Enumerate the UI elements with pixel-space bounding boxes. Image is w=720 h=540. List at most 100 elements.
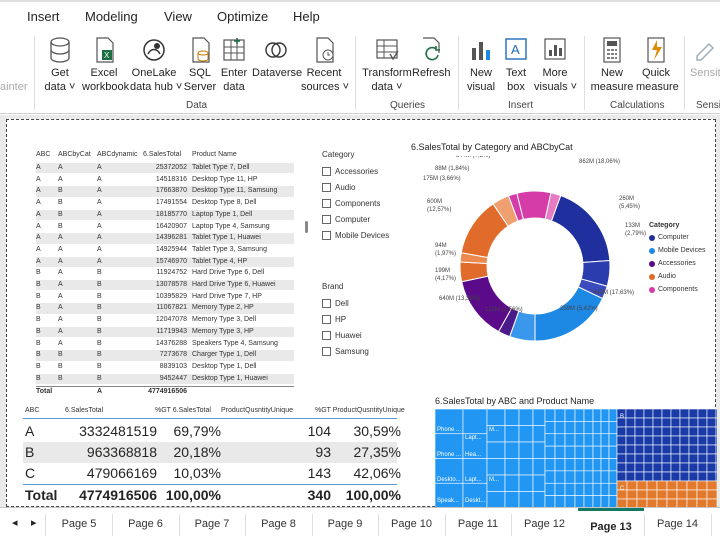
treemap-cell-a[interactable]: [518, 425, 534, 443]
treemap-cell-b[interactable]: [616, 462, 627, 473]
slicer-item[interactable]: Accessories: [322, 163, 389, 179]
tab-page[interactable]: Page 7: [194, 518, 230, 530]
treemap-cell-c[interactable]: [636, 480, 648, 491]
treemap-cell-b[interactable]: [715, 426, 717, 437]
treemap-cell-b[interactable]: [616, 453, 627, 464]
checkbox[interactable]: [322, 182, 331, 192]
treemap-cell-b[interactable]: [643, 435, 654, 446]
treemap-cell-b[interactable]: [706, 471, 717, 482]
table-header[interactable]: ABC: [25, 407, 40, 414]
checkbox[interactable]: [322, 298, 331, 308]
treemap-cell-b[interactable]: [697, 444, 708, 455]
table-row[interactable]: A A A 25372052 Tablet Type 7, Dell: [36, 163, 294, 174]
sql-server-button[interactable]: SQL Server: [182, 36, 218, 94]
table-row[interactable]: B 963368818 20,18% 93 27,35%: [23, 442, 401, 463]
treemap-cell-b[interactable]: [670, 453, 681, 464]
treemap-cell-a[interactable]: [564, 458, 576, 472]
treemap-cell-a[interactable]: [462, 482, 488, 508]
treemap-cell-b[interactable]: [616, 444, 627, 455]
treemap-cell-a[interactable]: [544, 421, 556, 435]
table-row[interactable]: A A A 14396281 Tablet Type 1, Huawei: [36, 233, 294, 244]
table-header[interactable]: %GT ProductQusntityUnique: [315, 407, 405, 414]
table-row[interactable]: A 3332481519 69,79% 104 30,59%: [23, 421, 401, 442]
treemap-cell-b[interactable]: [643, 471, 654, 482]
slicer-item[interactable]: Computer: [322, 211, 389, 227]
treemap-cell-b[interactable]: [634, 471, 645, 482]
new-measure-button[interactable]: New measure: [590, 36, 634, 94]
treemap-cell-c[interactable]: [706, 480, 717, 491]
treemap-cell-a[interactable]: [583, 433, 594, 447]
checkbox[interactable]: [322, 230, 331, 240]
treemap-cell-b[interactable]: [670, 417, 681, 428]
treemap-cell-a[interactable]: [518, 491, 534, 509]
treemap-cell-a[interactable]: [583, 458, 594, 472]
treemap-cell-b[interactable]: [652, 417, 663, 428]
treemap-cell-b[interactable]: [706, 453, 717, 464]
treemap-cell-a[interactable]: [544, 482, 556, 496]
treemap-cell-a[interactable]: [564, 421, 576, 435]
legend-item[interactable]: Accessories: [649, 257, 705, 270]
treemap-cell-b[interactable]: [661, 417, 672, 428]
enter-data-button[interactable]: Enter data: [219, 36, 249, 94]
treemap-cell-b[interactable]: [679, 471, 690, 482]
legend-item[interactable]: Components: [649, 283, 705, 296]
treemap-cell-b[interactable]: [715, 435, 717, 446]
treemap-cell-a[interactable]: [518, 441, 534, 459]
treemap-cell-b[interactable]: [661, 435, 672, 446]
treemap-cell-b[interactable]: [634, 453, 645, 464]
table-header[interactable]: 6.SalesTotal: [65, 407, 104, 414]
table-row[interactable]: A B A 18185770 Laptop Type 1, Dell: [36, 209, 294, 221]
treemap-cell-b[interactable]: [706, 409, 717, 419]
treemap-cell-b[interactable]: [697, 409, 708, 419]
slicer-item[interactable]: Huawei: [322, 327, 369, 343]
treemap-cell-a[interactable]: [486, 491, 506, 509]
treemap-cell-a[interactable]: [554, 421, 566, 435]
text-box-button[interactable]: A Text box: [500, 36, 532, 94]
treemap-cell-a[interactable]: [486, 458, 506, 476]
legend-item[interactable]: Mobile Devices: [649, 244, 705, 257]
treemap-cell-b[interactable]: [706, 417, 717, 428]
recent-sources-button[interactable]: Recent sources ˅: [301, 36, 349, 94]
tab-page[interactable]: Page 10: [391, 518, 432, 530]
treemap-cell-b[interactable]: [652, 409, 663, 419]
treemap-cell-b[interactable]: [616, 426, 627, 437]
menu-help[interactable]: Help: [293, 9, 320, 24]
treemap-cell-b[interactable]: [643, 426, 654, 437]
treemap-cell-a[interactable]: [564, 409, 576, 422]
table-row[interactable]: B A B 13078578 Hard Drive Type 6, Huawei: [36, 280, 294, 291]
treemap-cell-a[interactable]: [504, 458, 520, 476]
treemap-cell-b[interactable]: [625, 435, 636, 446]
treemap-cell-a[interactable]: [532, 491, 546, 509]
tab-page[interactable]: Page 6: [128, 518, 163, 530]
legend-item[interactable]: Computer: [649, 231, 705, 244]
treemap-cell-b[interactable]: [652, 462, 663, 473]
table-row[interactable]: A B A 16420907 Laptop Type 4, Samsung: [36, 222, 294, 232]
treemap-cell-b[interactable]: [688, 444, 699, 455]
treemap-cell-a[interactable]: [504, 425, 520, 443]
treemap-cell-b[interactable]: [670, 444, 681, 455]
treemap-cell-a[interactable]: [554, 458, 566, 472]
treemap-cell-c[interactable]: [706, 489, 717, 500]
treemap-cell-a[interactable]: [518, 458, 534, 476]
treemap-cell-b[interactable]: [670, 462, 681, 473]
treemap-cell-b[interactable]: [688, 417, 699, 428]
treemap-cell-b[interactable]: [679, 462, 690, 473]
treemap-cell-a[interactable]: [592, 470, 602, 484]
treemap-cell-a[interactable]: [608, 458, 618, 472]
table-row[interactable]: B A B 11719943 Memory Type 3, HP: [36, 326, 294, 338]
prev-page-icon[interactable]: ◂: [12, 517, 18, 529]
refresh-button[interactable]: Refresh: [412, 36, 451, 80]
treemap-cell-b[interactable]: [634, 435, 645, 446]
treemap-cell-b[interactable]: [634, 409, 645, 419]
table-row[interactable]: B A B 12047078 Memory Type 3, Dell: [36, 315, 294, 325]
treemap-cell-b[interactable]: [616, 435, 627, 446]
treemap-cell-b[interactable]: [670, 471, 681, 482]
checkbox[interactable]: [322, 314, 331, 324]
treemap-cell-b[interactable]: [634, 426, 645, 437]
table-header[interactable]: Product Name: [192, 151, 237, 158]
treemap-cell-a[interactable]: [544, 470, 556, 484]
treemap-cell-c[interactable]: [706, 498, 717, 508]
treemap-cell-b[interactable]: [643, 462, 654, 473]
treemap-cell-a[interactable]: [592, 458, 602, 472]
treemap-cell-a[interactable]: [504, 474, 520, 492]
